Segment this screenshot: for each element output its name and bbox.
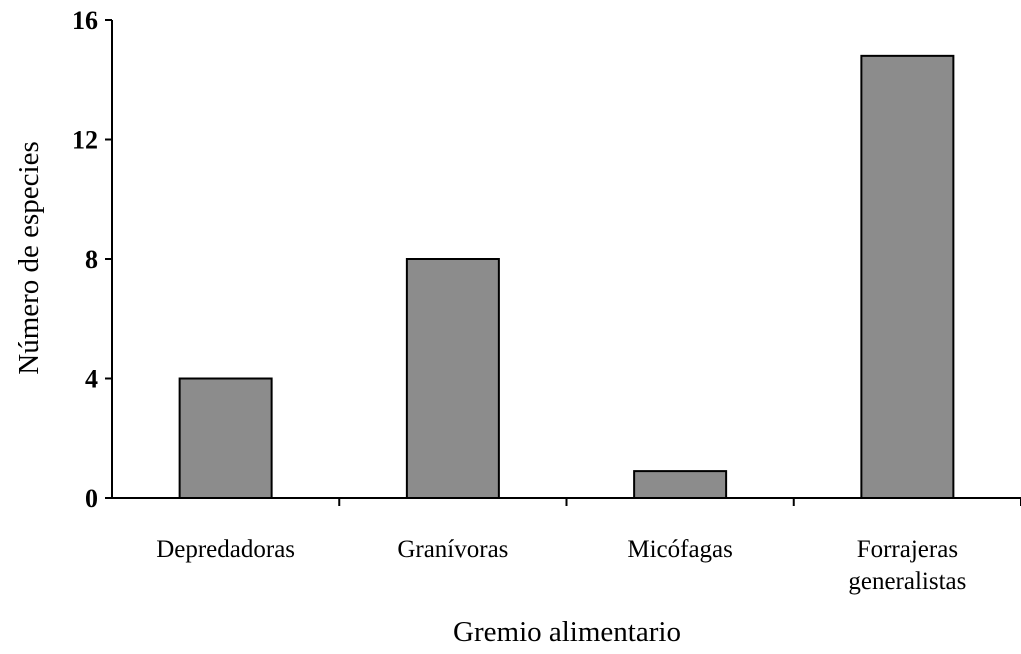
x-tick-label: Depredadoras: [156, 536, 295, 563]
x-tick-label: Forrajeras generalistas: [848, 536, 966, 595]
x-axis-title: Gremio alimentario: [453, 616, 681, 648]
y-tick-label: 0: [85, 484, 98, 513]
plot-area: 0 4 8 12 16 Depredadoras Granívoras Micófagas Fo…: [72, 6, 1021, 595]
x-tick-label: Micófagas: [627, 536, 733, 563]
y-tick-label: 12: [72, 126, 98, 155]
bar: [633, 470, 728, 499]
y-tick-label: 8: [85, 245, 98, 274]
bar: [860, 54, 955, 499]
bar: [405, 258, 500, 499]
y-tick-label: 16: [72, 6, 98, 35]
y-tick-label: 4: [85, 365, 98, 394]
y-axis-title: Número de especies: [13, 141, 45, 375]
bar: [178, 377, 273, 499]
x-tick-label: Granívoras: [397, 536, 508, 563]
